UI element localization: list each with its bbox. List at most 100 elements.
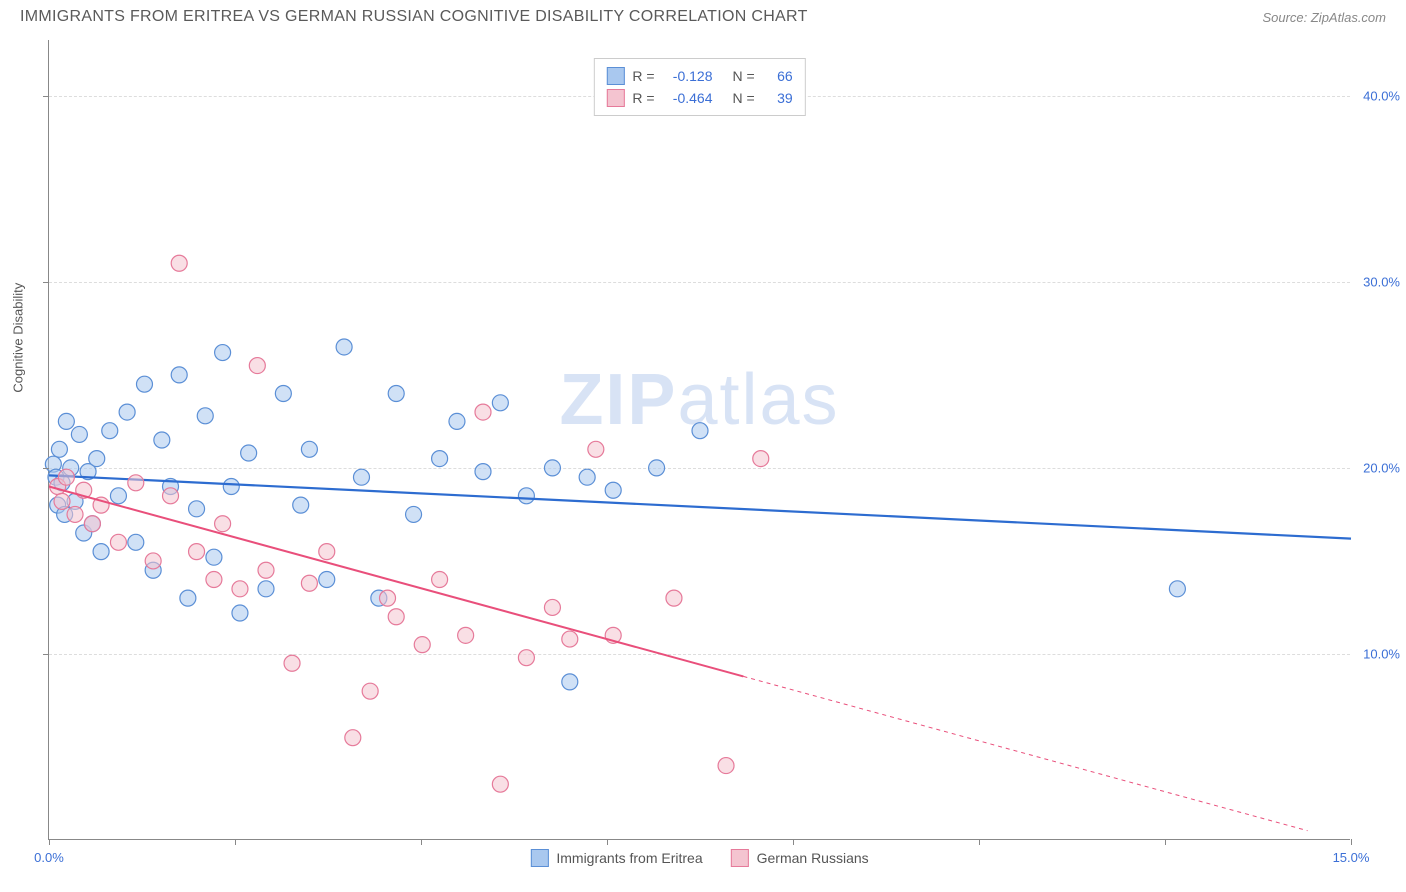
data-point-german_russian bbox=[67, 506, 83, 522]
data-point-german_russian bbox=[84, 516, 100, 532]
data-point-eritrea bbox=[171, 367, 187, 383]
y-tick bbox=[43, 96, 49, 97]
data-point-german_russian bbox=[544, 599, 560, 615]
data-point-german_russian bbox=[380, 590, 396, 606]
data-point-eritrea bbox=[492, 395, 508, 411]
y-tick-label: 10.0% bbox=[1363, 646, 1400, 661]
legend-item-eritrea: Immigrants from Eritrea bbox=[530, 849, 702, 867]
data-point-eritrea bbox=[692, 423, 708, 439]
legend-label-eritrea: Immigrants from Eritrea bbox=[556, 850, 702, 866]
data-point-eritrea bbox=[388, 385, 404, 401]
data-point-german_russian bbox=[475, 404, 491, 420]
swatch-german-russian bbox=[606, 89, 624, 107]
data-point-eritrea bbox=[275, 385, 291, 401]
data-point-eritrea bbox=[475, 464, 491, 480]
x-tick-label: 0.0% bbox=[34, 850, 64, 865]
data-point-german_russian bbox=[284, 655, 300, 671]
regression-line-german_russian bbox=[49, 487, 743, 677]
r-value-eritrea: -0.128 bbox=[663, 68, 713, 84]
data-point-german_russian bbox=[388, 609, 404, 625]
data-point-german_russian bbox=[414, 637, 430, 653]
data-point-eritrea bbox=[649, 460, 665, 476]
data-point-german_russian bbox=[189, 544, 205, 560]
data-point-eritrea bbox=[258, 581, 274, 597]
data-point-eritrea bbox=[154, 432, 170, 448]
data-point-eritrea bbox=[215, 345, 231, 361]
y-tick bbox=[43, 468, 49, 469]
x-tick bbox=[1351, 839, 1352, 845]
x-tick bbox=[49, 839, 50, 845]
data-point-german_russian bbox=[206, 572, 222, 588]
data-point-eritrea bbox=[241, 445, 257, 461]
data-point-eritrea bbox=[301, 441, 317, 457]
data-point-german_russian bbox=[319, 544, 335, 560]
data-point-german_russian bbox=[232, 581, 248, 597]
data-point-eritrea bbox=[58, 413, 74, 429]
data-point-eritrea bbox=[197, 408, 213, 424]
data-point-german_russian bbox=[171, 255, 187, 271]
chart-svg bbox=[49, 40, 1351, 840]
r-label: R = bbox=[632, 90, 654, 106]
n-value-eritrea: 66 bbox=[763, 68, 793, 84]
data-point-eritrea bbox=[128, 534, 144, 550]
data-point-eritrea bbox=[449, 413, 465, 429]
data-point-eritrea bbox=[293, 497, 309, 513]
x-tick-label: 15.0% bbox=[1333, 850, 1370, 865]
data-point-german_russian bbox=[110, 534, 126, 550]
data-point-eritrea bbox=[71, 426, 87, 442]
data-point-german_russian bbox=[215, 516, 231, 532]
x-tick bbox=[979, 839, 980, 845]
data-point-eritrea bbox=[605, 482, 621, 498]
y-tick bbox=[43, 282, 49, 283]
data-point-eritrea bbox=[189, 501, 205, 517]
data-point-german_russian bbox=[128, 475, 144, 491]
data-point-german_russian bbox=[249, 358, 265, 374]
data-point-german_russian bbox=[588, 441, 604, 457]
source-prefix: Source: bbox=[1262, 10, 1310, 25]
n-label: N = bbox=[733, 68, 755, 84]
data-point-german_russian bbox=[518, 650, 534, 666]
data-point-eritrea bbox=[136, 376, 152, 392]
data-point-german_russian bbox=[492, 776, 508, 792]
data-point-eritrea bbox=[562, 674, 578, 690]
data-point-german_russian bbox=[58, 469, 74, 485]
r-label: R = bbox=[632, 68, 654, 84]
r-value-german-russian: -0.464 bbox=[663, 90, 713, 106]
y-tick bbox=[43, 654, 49, 655]
x-tick bbox=[793, 839, 794, 845]
data-point-eritrea bbox=[223, 479, 239, 495]
x-tick bbox=[1165, 839, 1166, 845]
data-point-german_russian bbox=[432, 572, 448, 588]
data-point-eritrea bbox=[89, 451, 105, 467]
data-point-eritrea bbox=[102, 423, 118, 439]
data-point-eritrea bbox=[544, 460, 560, 476]
swatch-german-russian bbox=[731, 849, 749, 867]
x-tick bbox=[421, 839, 422, 845]
data-point-german_russian bbox=[458, 627, 474, 643]
source-attribution: Source: ZipAtlas.com bbox=[1262, 10, 1386, 25]
data-point-german_russian bbox=[258, 562, 274, 578]
data-point-eritrea bbox=[336, 339, 352, 355]
chart-header: IMMIGRANTS FROM ERITREA VS GERMAN RUSSIA… bbox=[0, 0, 1406, 30]
data-point-eritrea bbox=[353, 469, 369, 485]
data-point-eritrea bbox=[51, 441, 67, 457]
data-point-eritrea bbox=[232, 605, 248, 621]
data-point-eritrea bbox=[93, 544, 109, 560]
data-point-german_russian bbox=[362, 683, 378, 699]
data-point-eritrea bbox=[518, 488, 534, 504]
data-point-eritrea bbox=[432, 451, 448, 467]
stats-legend-box: R = -0.128 N = 66 R = -0.464 N = 39 bbox=[593, 58, 805, 116]
x-tick bbox=[235, 839, 236, 845]
data-point-eritrea bbox=[180, 590, 196, 606]
data-point-eritrea bbox=[579, 469, 595, 485]
legend-label-german-russian: German Russians bbox=[757, 850, 869, 866]
n-value-german-russian: 39 bbox=[763, 90, 793, 106]
data-point-eritrea bbox=[406, 506, 422, 522]
swatch-eritrea bbox=[606, 67, 624, 85]
data-point-german_russian bbox=[54, 493, 70, 509]
n-label: N = bbox=[733, 90, 755, 106]
stats-row-eritrea: R = -0.128 N = 66 bbox=[606, 65, 792, 87]
y-axis-label: Cognitive Disability bbox=[11, 283, 26, 393]
data-point-german_russian bbox=[666, 590, 682, 606]
stats-row-german-russian: R = -0.464 N = 39 bbox=[606, 87, 792, 109]
